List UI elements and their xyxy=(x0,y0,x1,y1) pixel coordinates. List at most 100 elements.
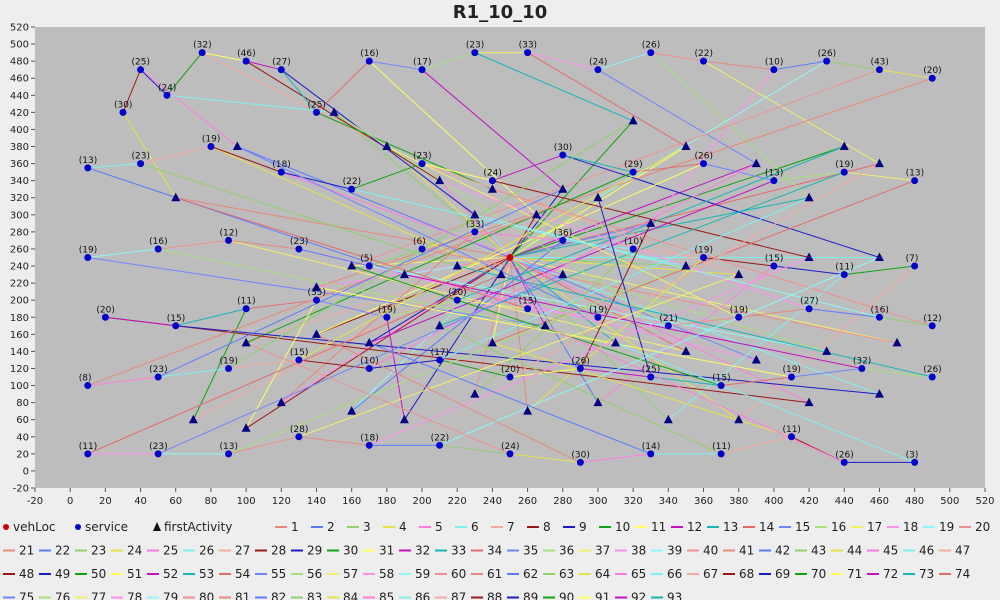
service-point xyxy=(312,108,320,116)
legend-label: 85 xyxy=(379,591,394,600)
route-line xyxy=(404,274,862,369)
legend-label: 58 xyxy=(379,567,394,581)
x-tick-label: 280 xyxy=(553,496,572,507)
legend-label: 42 xyxy=(775,544,790,558)
service-point xyxy=(471,49,479,57)
legend-label: 82 xyxy=(271,591,286,600)
first-activity-marker xyxy=(347,406,357,415)
legend-label: 27 xyxy=(235,544,250,558)
service-point xyxy=(365,57,373,65)
y-tick-label: 220 xyxy=(10,279,29,290)
route-line xyxy=(650,52,704,62)
legend-label: 37 xyxy=(595,544,610,558)
service-point xyxy=(559,236,567,244)
service-point xyxy=(198,49,206,57)
service-point xyxy=(594,66,602,74)
service-point xyxy=(647,450,655,458)
legend-label: 44 xyxy=(847,544,862,558)
route-line xyxy=(122,69,142,113)
service-point xyxy=(664,322,672,330)
legend-label: 2 xyxy=(327,520,335,534)
route-line xyxy=(527,308,599,318)
route-line xyxy=(368,257,511,344)
route-line xyxy=(509,257,810,404)
legend-label: 6 xyxy=(471,520,479,534)
route-line xyxy=(369,257,810,446)
y-tick-label: 440 xyxy=(10,91,29,102)
route-line xyxy=(280,69,317,113)
first-activity-marker xyxy=(399,414,409,424)
service-point xyxy=(787,373,795,381)
service-point xyxy=(823,57,831,65)
route-line xyxy=(175,325,880,395)
route-line xyxy=(773,171,845,182)
service-point xyxy=(242,305,250,313)
first-activity-marker xyxy=(874,158,884,168)
service-point xyxy=(576,364,584,372)
service-point xyxy=(84,382,92,390)
service-point xyxy=(911,458,919,466)
legend-label: 92 xyxy=(631,591,646,600)
legend-label: 47 xyxy=(955,544,970,558)
route-line xyxy=(386,146,739,318)
route-line xyxy=(633,163,704,173)
route-line xyxy=(351,163,423,190)
service-label: (29) xyxy=(624,160,642,170)
route-line xyxy=(228,239,299,250)
route-line xyxy=(210,146,502,276)
y-tick-label: 500 xyxy=(10,40,29,51)
y-tick-label: 460 xyxy=(10,74,29,85)
route-line xyxy=(597,69,757,165)
route-line xyxy=(298,359,370,369)
legend-label: 53 xyxy=(199,567,214,581)
route-line xyxy=(175,197,528,310)
first-activity-marker xyxy=(523,406,533,415)
route-line xyxy=(721,376,792,387)
first-activity-marker xyxy=(435,320,445,330)
service-point xyxy=(295,245,303,253)
first-activity-marker xyxy=(232,141,242,151)
service-point xyxy=(524,49,532,57)
service-point xyxy=(647,49,655,57)
legend-label: 38 xyxy=(631,544,646,558)
y-tick-label: 40 xyxy=(16,432,29,443)
first-activity-marker xyxy=(470,389,480,398)
service-point xyxy=(207,143,215,151)
x-tick-label: 500 xyxy=(940,496,959,507)
route-line xyxy=(298,436,370,446)
service-point xyxy=(365,262,373,270)
service-point xyxy=(137,160,145,168)
legend-label: 84 xyxy=(343,591,358,600)
route-line xyxy=(650,69,775,224)
service-point xyxy=(524,305,532,313)
service-label: (13) xyxy=(765,169,783,179)
service-point xyxy=(172,322,180,330)
route-line xyxy=(245,171,634,344)
legend-label: 34 xyxy=(487,544,502,558)
service-point xyxy=(911,262,919,270)
service-point xyxy=(787,433,795,441)
legend-label: 4 xyxy=(399,520,407,534)
route-line xyxy=(316,77,933,288)
legend-label: 40 xyxy=(703,544,718,558)
service-point xyxy=(928,74,936,82)
route-line xyxy=(316,299,387,318)
route-line xyxy=(166,52,203,96)
x-tick-label: 20 xyxy=(99,496,112,507)
service-point xyxy=(629,245,637,253)
legend-label: 50 xyxy=(91,567,106,581)
route-line xyxy=(492,188,933,327)
legend-label: 28 xyxy=(271,544,286,558)
service-label: (23) xyxy=(466,41,484,51)
route-line xyxy=(509,146,687,258)
service-label: (26) xyxy=(835,450,853,460)
x-tick-label: 160 xyxy=(342,496,361,507)
route-line xyxy=(474,231,563,241)
x-tick-label: 340 xyxy=(659,496,678,507)
service-label: (33) xyxy=(466,220,484,230)
route-line xyxy=(404,257,511,420)
route-line xyxy=(703,163,775,182)
first-activity-marker xyxy=(241,337,251,347)
route-line xyxy=(439,171,845,327)
service-point xyxy=(770,262,778,270)
